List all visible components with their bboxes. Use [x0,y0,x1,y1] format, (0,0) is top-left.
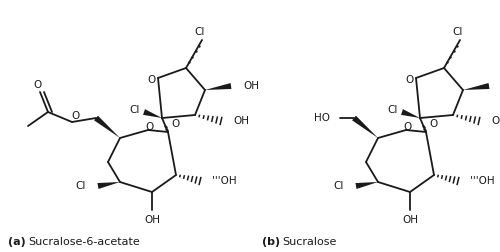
Text: Sucralose: Sucralose [282,237,337,247]
Polygon shape [205,83,232,90]
Text: Sucralose-6-acetate: Sucralose-6-acetate [28,237,140,247]
Polygon shape [94,116,120,138]
Text: O: O [430,119,438,129]
Text: (b): (b) [262,237,280,247]
Text: OH: OH [233,116,249,126]
Text: OH: OH [243,81,259,91]
Text: OH: OH [144,215,160,225]
Polygon shape [401,109,420,118]
Polygon shape [356,182,378,189]
Text: OH: OH [402,215,418,225]
Text: Cl: Cl [388,105,398,115]
Text: O: O [72,111,80,121]
Text: O: O [406,75,414,85]
Text: O: O [146,122,154,132]
Text: Cl: Cl [334,181,344,191]
Text: OH: OH [491,116,500,126]
Text: '''OH: '''OH [470,176,494,186]
Text: '''OH: '''OH [212,176,236,186]
Polygon shape [463,83,489,90]
Polygon shape [98,182,120,189]
Text: Cl: Cl [130,105,140,115]
Text: HO: HO [314,113,330,123]
Text: O: O [172,119,180,129]
Text: O: O [34,80,42,90]
Text: Cl: Cl [76,181,86,191]
Text: Cl: Cl [195,27,205,37]
Text: O: O [404,122,412,132]
Text: Cl: Cl [453,27,463,37]
Text: (a): (a) [8,237,26,247]
Polygon shape [352,116,378,138]
Text: O: O [148,75,156,85]
Polygon shape [143,109,162,118]
